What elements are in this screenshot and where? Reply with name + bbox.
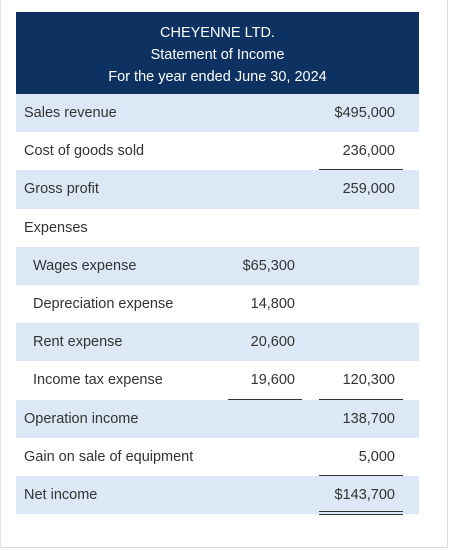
row-sub-amount: 19,600 (250, 372, 295, 389)
row-label: Gain on sale of equipment (24, 448, 194, 465)
row-depreciation-expense: Depreciation expense 14,800 (16, 285, 419, 323)
statement-frame (0, 0, 448, 548)
row-label: Expenses (24, 219, 88, 236)
row-wages-expense: Wages expense $65,300 (16, 246, 419, 285)
row-gross-profit: Gross profit 259,000 (16, 170, 419, 209)
row-label: Rent expense (33, 334, 123, 351)
company-name: CHEYENNE LTD. (160, 25, 275, 41)
row-sub-amount: 20,600 (250, 334, 295, 351)
row-cost-of-goods-sold: Cost of goods sold 236,000 (16, 132, 419, 171)
row-amount: 138,700 (342, 410, 395, 427)
total-double-underline (319, 511, 403, 516)
subtotal-underline (319, 398, 403, 400)
subtotal-underline (319, 169, 403, 171)
row-net-income: Net income $143,700 (16, 475, 419, 516)
row-label: Operation income (24, 410, 139, 427)
row-amount: $495,000 (334, 105, 395, 121)
row-amount: 236,000 (342, 143, 395, 160)
row-sub-amount: 14,800 (250, 295, 295, 312)
row-rent-expense: Rent expense 20,600 (16, 323, 419, 362)
row-label: Net income (24, 486, 98, 503)
row-income-tax-expense: Income tax expense 19,600 120,300 (16, 361, 419, 400)
statement-title: Statement of Income (150, 47, 285, 63)
row-operation-income: Operation income 138,700 (16, 399, 419, 438)
income-statement: CHEYENNE LTD. Statement of Income For th… (16, 12, 419, 516)
subtotal-underline (228, 398, 302, 400)
statement-header: CHEYENNE LTD. Statement of Income For th… (16, 12, 419, 94)
statement-period: For the year ended June 30, 2024 (108, 69, 327, 85)
row-amount: 5,000 (358, 448, 395, 465)
row-sub-amount: $65,300 (242, 257, 295, 274)
subtotal-underline (319, 474, 403, 476)
row-label: Depreciation expense (33, 295, 174, 312)
row-amount: $143,700 (334, 486, 395, 503)
row-expenses-heading: Expenses (16, 209, 419, 247)
row-amount: 259,000 (342, 181, 395, 198)
row-amount: 120,300 (342, 372, 395, 389)
row-label: Gross profit (24, 181, 99, 198)
row-label: Cost of goods sold (24, 143, 145, 160)
row-label: Sales revenue (24, 105, 117, 121)
row-label: Income tax expense (33, 372, 163, 389)
row-label: Wages expense (33, 257, 137, 274)
row-sales-revenue: Sales revenue $495,000 (16, 94, 419, 133)
row-gain-on-sale: Gain on sale of equipment 5,000 (16, 438, 419, 476)
